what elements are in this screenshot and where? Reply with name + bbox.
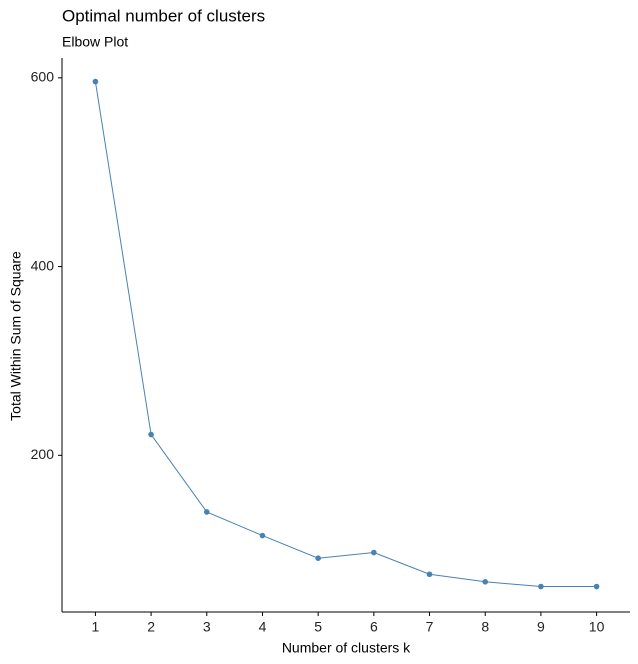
y-tick-label: 600 (31, 69, 55, 85)
x-tick-label: 1 (92, 619, 100, 635)
x-tick-label: 6 (370, 619, 378, 635)
series-line (94, 81, 597, 588)
chart-subtitle: Elbow Plot (62, 34, 128, 50)
data-point (315, 555, 321, 562)
y-axis-label: Total Within Sum of Square (8, 251, 24, 421)
chart-title: Optimal number of clusters (62, 6, 265, 25)
y-tick-label: 400 (31, 257, 55, 273)
data-point (593, 583, 600, 590)
data-point (482, 578, 489, 585)
x-tick-label: 10 (589, 619, 605, 635)
x-tick-label: 4 (259, 619, 267, 635)
x-tick-label: 9 (537, 619, 545, 635)
data-point (203, 509, 210, 515)
x-axis-label: Number of clusters k (282, 640, 411, 656)
data-point (426, 571, 433, 578)
x-tick-label: 5 (314, 619, 322, 635)
y-tick-label: 200 (31, 446, 55, 462)
x-tick-label: 8 (481, 619, 489, 635)
data-point (259, 532, 266, 539)
x-tick-label: 2 (147, 619, 155, 635)
data-point (92, 78, 99, 85)
data-point (148, 431, 154, 438)
x-tick-label: 7 (426, 619, 434, 635)
data-point (538, 583, 544, 590)
data-point (371, 549, 377, 556)
x-tick-label: 3 (203, 619, 211, 635)
